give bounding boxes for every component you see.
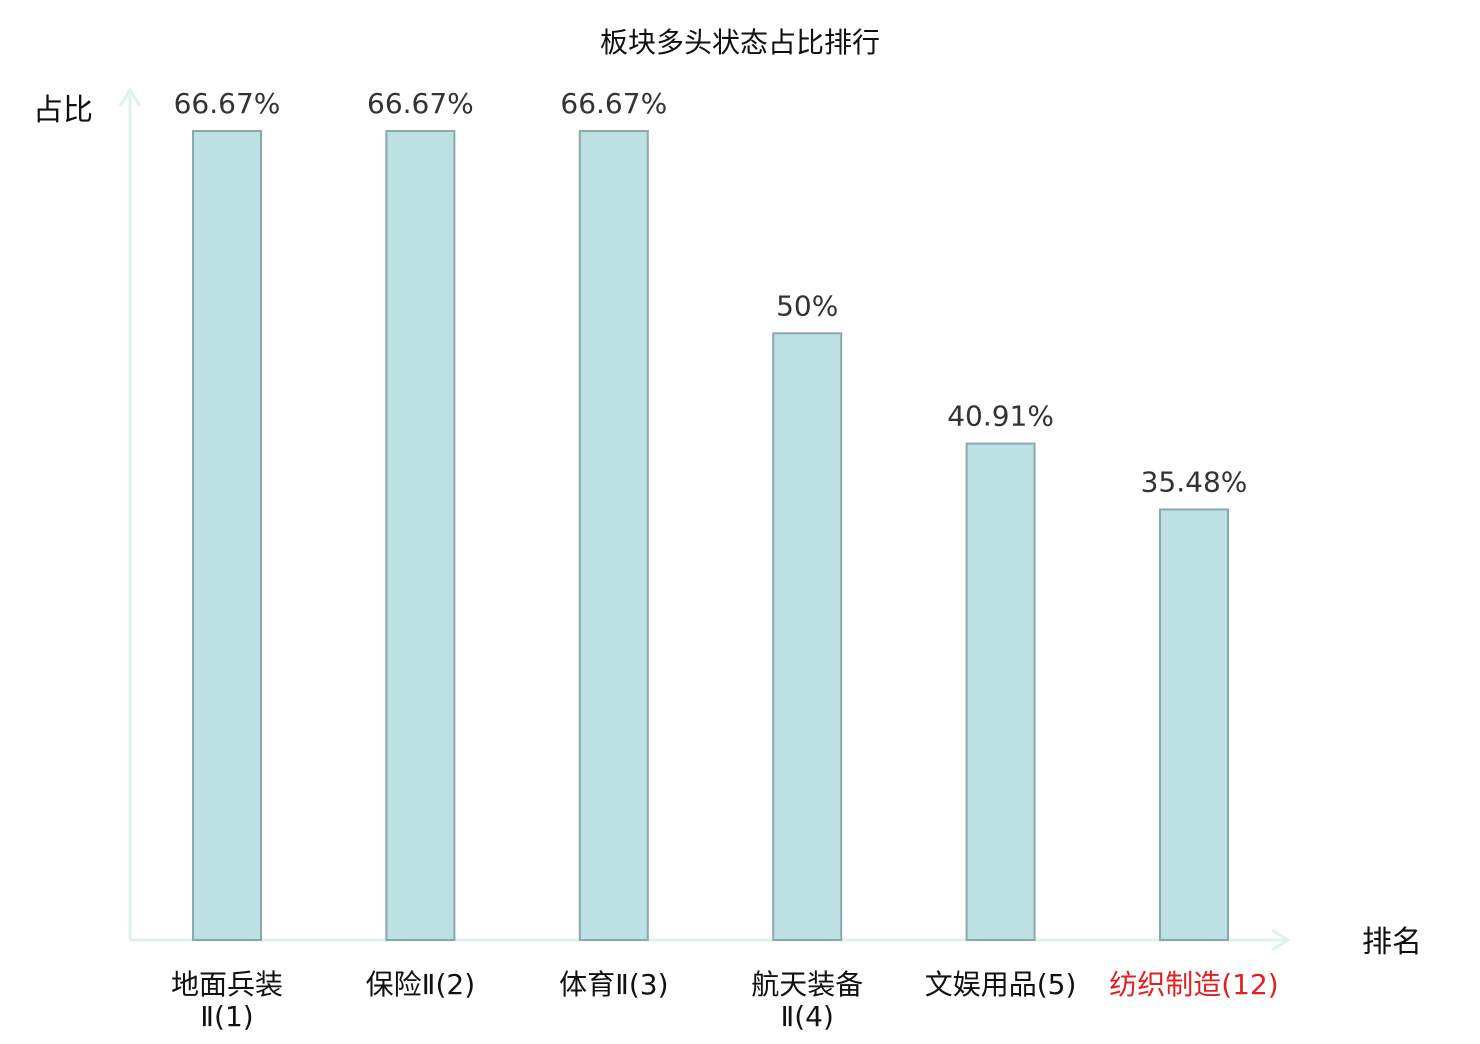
- value-label: 35.48%: [1141, 465, 1248, 498]
- value-label: 66.67%: [367, 87, 474, 120]
- bar: [192, 130, 262, 941]
- category-label: 纺织制造(12): [1109, 968, 1278, 1001]
- x-axis-arrow: [1271, 928, 1291, 952]
- bar: [965, 442, 1036, 941]
- value-label: 66.67%: [560, 87, 667, 120]
- chart-title: 板块多头状态占比排行: [600, 26, 880, 59]
- category-label: 文娱用品(5): [925, 968, 1077, 1001]
- bar: [772, 332, 843, 941]
- value-label: 40.91%: [947, 400, 1054, 433]
- category-label: 体育Ⅱ(3): [559, 968, 668, 1001]
- x-axis-label: 排名: [1362, 925, 1422, 960]
- category-label: 地面兵装: [171, 968, 283, 1001]
- value-label: 66.67%: [174, 87, 281, 120]
- value-label: 50%: [776, 289, 838, 322]
- value-labels-group: 66.67% 66.67% 66.67% 50% 40.91% 35.48%: [174, 87, 1248, 498]
- bar: [1159, 508, 1229, 941]
- category-label: 保险Ⅱ(2): [366, 968, 475, 1001]
- y-axis-label: 占比: [33, 93, 93, 128]
- bar: [385, 130, 456, 941]
- y-axis-arrow: [118, 87, 142, 107]
- axes: [118, 87, 1291, 952]
- category-label: 航天装备: [751, 968, 863, 1001]
- category-label: Ⅱ(1): [200, 1000, 253, 1033]
- bars-group: [192, 130, 1229, 941]
- category-label: Ⅱ(4): [780, 1000, 833, 1033]
- bar: [578, 130, 649, 941]
